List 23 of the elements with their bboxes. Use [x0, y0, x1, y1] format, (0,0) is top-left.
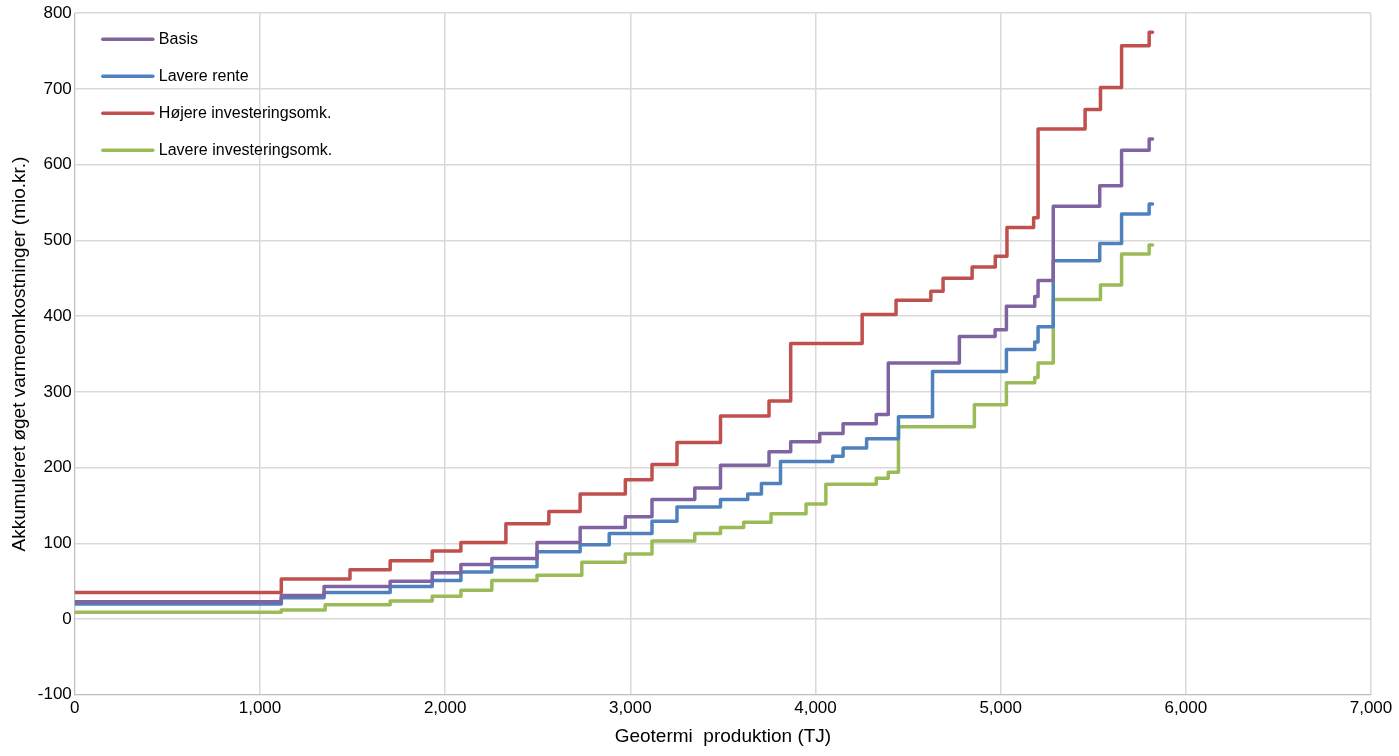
- y-tick-label: 300: [43, 381, 72, 401]
- legend-label: Højere investeringsomk.: [158, 103, 332, 121]
- legend-label: Lavere investeringsomk.: [158, 140, 333, 158]
- y-tick-label: 200: [43, 457, 72, 477]
- x-tick-label: 4,000: [794, 697, 837, 717]
- y-tick-label: 700: [43, 78, 72, 98]
- y-tick-label: 0: [62, 608, 72, 628]
- x-tick-label: 6,000: [1164, 697, 1208, 717]
- y-axis-title: Akkumuleret øget varmeomkostninger (mio.kr.): [7, 156, 29, 552]
- x-tick-label: 3,000: [609, 697, 652, 717]
- x-tick-label: 2,000: [423, 697, 467, 717]
- x-tick-label: 5,000: [979, 697, 1022, 717]
- y-tick-label: 600: [43, 154, 72, 174]
- legend-label: Lavere rente: [158, 66, 249, 84]
- legend-label: Basis: [158, 29, 198, 47]
- y-tick-label: 500: [43, 230, 72, 250]
- y-tick-label: 800: [43, 2, 72, 22]
- y-tick-label: 400: [43, 305, 72, 325]
- x-tick-label: 1,000: [238, 697, 282, 717]
- y-tick-label: -100: [37, 684, 72, 704]
- y-tick-label: 100: [43, 533, 72, 553]
- x-axis-title: Geotermi produktion (TJ): [614, 724, 832, 746]
- x-tick-label: 7,000: [1349, 697, 1393, 717]
